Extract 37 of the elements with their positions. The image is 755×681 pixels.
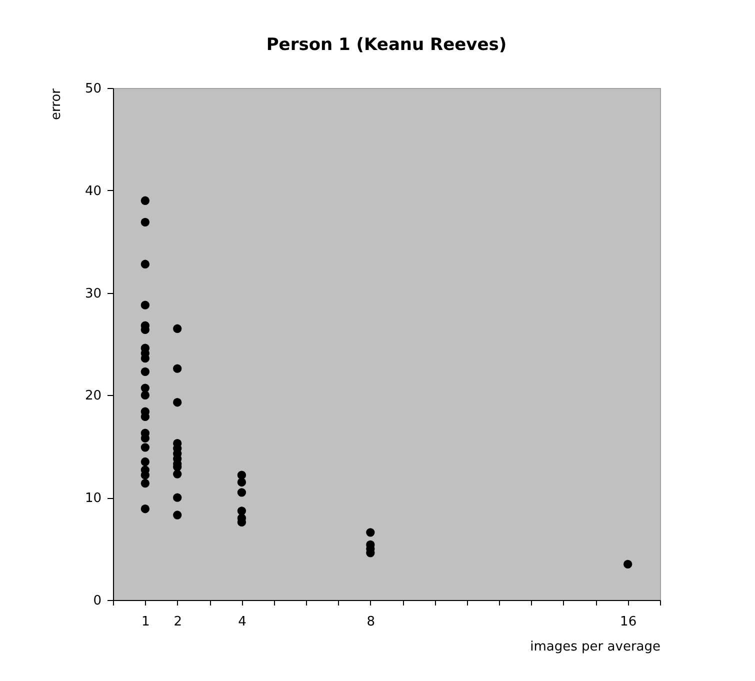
point: [237, 506, 246, 516]
chart-title: Person 1 (Keanu Reeves): [266, 35, 507, 55]
point: [140, 260, 150, 268]
x-tick-label: 8: [366, 614, 376, 630]
point: [173, 398, 182, 407]
point: [140, 196, 150, 205]
point: [173, 493, 182, 502]
point: [366, 528, 375, 537]
point: [140, 457, 150, 466]
point: [140, 384, 150, 392]
point: [173, 364, 182, 373]
point: [173, 510, 182, 520]
point: [140, 218, 150, 226]
point: [140, 504, 150, 514]
y-tick-label: 50: [84, 82, 102, 96]
point: [173, 470, 182, 478]
x-tick-label: 2: [174, 614, 182, 630]
point: [173, 324, 182, 333]
x-axis-title: images per average: [530, 640, 660, 654]
point: [623, 560, 632, 568]
point: [140, 300, 150, 310]
y-tick-label: 40: [84, 184, 102, 199]
x-tick-label: 4: [238, 614, 246, 630]
y-tick-label: 0: [93, 594, 102, 608]
point: [140, 478, 150, 488]
x-tick-label: 1: [142, 614, 150, 630]
y-axis-title: error: [48, 88, 64, 120]
y-tick-label: 20: [84, 388, 102, 404]
point: [237, 470, 246, 480]
point: [237, 488, 246, 497]
x-tick-label: 16: [620, 614, 637, 630]
y-tick-label: 30: [84, 286, 102, 302]
y-tick-label: 10: [84, 491, 102, 506]
point: [140, 390, 150, 400]
point: [140, 367, 150, 376]
point: [140, 443, 150, 452]
point: [237, 478, 246, 487]
